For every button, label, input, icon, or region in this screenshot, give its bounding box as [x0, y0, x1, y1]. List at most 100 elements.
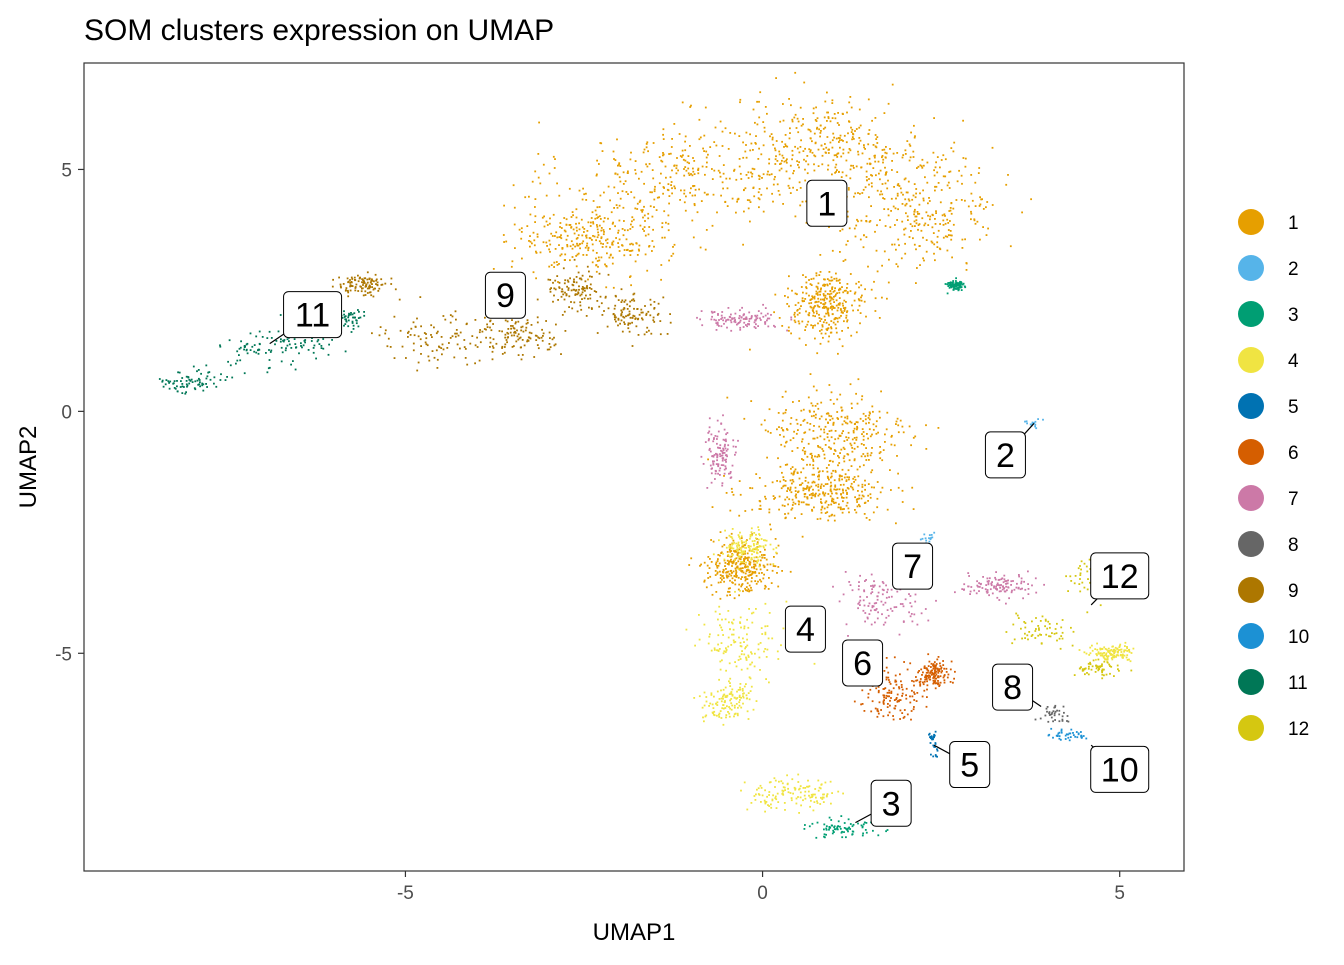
data-point: [853, 459, 856, 462]
data-point: [845, 141, 848, 144]
data-point: [930, 534, 933, 536]
data-point: [810, 278, 813, 280]
data-point: [1009, 245, 1012, 248]
data-point: [735, 571, 738, 574]
data-point: [732, 445, 735, 448]
data-point: [550, 264, 553, 266]
data-point: [537, 347, 540, 350]
data-point: [789, 486, 792, 489]
data-point: [791, 507, 794, 510]
data-point: [831, 146, 834, 149]
data-point: [738, 655, 741, 658]
data-point: [559, 222, 562, 224]
data-point: [781, 154, 784, 157]
data-point: [782, 786, 785, 789]
data-point: [384, 282, 387, 285]
data-point: [817, 779, 820, 782]
data-point: [759, 500, 762, 503]
data-point: [716, 323, 719, 326]
data-point: [556, 275, 559, 277]
data-point: [809, 137, 812, 140]
data-point: [868, 428, 871, 431]
data-point: [848, 826, 850, 829]
data-point: [912, 194, 915, 197]
data-point: [723, 544, 726, 546]
data-point: [814, 315, 816, 318]
data-point: [928, 674, 930, 677]
data-point: [1094, 648, 1097, 650]
data-point: [368, 277, 371, 280]
data-point: [1035, 591, 1038, 594]
data-point: [805, 310, 807, 313]
data-point: [755, 548, 758, 551]
data-point: [721, 311, 724, 313]
data-point: [895, 197, 897, 200]
data-point: [751, 167, 754, 170]
data-point: [551, 338, 554, 341]
data-point: [913, 136, 916, 139]
data-point: [697, 172, 700, 175]
data-point: [858, 126, 861, 129]
data-point: [728, 621, 730, 624]
data-point: [755, 142, 757, 145]
data-point: [781, 471, 783, 474]
data-point: [735, 703, 738, 705]
data-point: [830, 276, 833, 279]
data-point: [584, 246, 587, 249]
data-point: [759, 555, 761, 558]
data-point: [752, 108, 755, 111]
data-point: [843, 134, 846, 137]
data-point: [827, 412, 830, 415]
data-point: [758, 206, 760, 209]
data-point: [830, 306, 832, 308]
data-point: [723, 580, 725, 583]
data-point: [733, 597, 736, 600]
data-point: [884, 621, 887, 624]
data-point: [901, 692, 904, 695]
data-point: [867, 500, 869, 502]
data-point: [831, 102, 834, 104]
data-point: [824, 302, 827, 304]
data-point: [776, 792, 779, 795]
data-point: [1001, 585, 1004, 588]
data-point: [740, 316, 743, 319]
data-point: [815, 290, 818, 293]
data-point: [885, 172, 887, 175]
data-point: [745, 174, 748, 176]
data-point: [618, 163, 620, 166]
data-point: [929, 676, 931, 678]
data-point: [665, 176, 667, 179]
data-point: [833, 154, 836, 157]
data-point: [630, 151, 632, 154]
data-point: [582, 288, 584, 291]
data-point: [857, 602, 860, 605]
data-point: [806, 421, 809, 424]
data-point: [933, 243, 936, 246]
data-point: [942, 154, 945, 157]
data-point: [808, 488, 810, 490]
data-point: [915, 700, 918, 702]
data-point: [351, 278, 354, 280]
data-point: [549, 288, 552, 291]
data-point: [783, 484, 786, 487]
data-point: [755, 560, 757, 563]
data-point: [787, 512, 790, 515]
data-point: [812, 311, 815, 314]
data-point: [687, 167, 690, 170]
data-point: [812, 467, 815, 470]
data-point: [913, 183, 916, 185]
data-point: [669, 176, 672, 179]
data-point: [612, 221, 614, 224]
data-point: [936, 658, 939, 661]
data-point: [962, 157, 965, 159]
data-point: [810, 497, 813, 499]
data-point: [735, 178, 738, 181]
data-point: [727, 590, 729, 593]
data-point: [570, 301, 572, 303]
data-point: [729, 555, 731, 558]
data-point: [838, 478, 841, 480]
data-point: [915, 215, 918, 218]
data-point: [606, 325, 609, 328]
data-point: [492, 347, 495, 349]
data-point: [754, 327, 757, 329]
